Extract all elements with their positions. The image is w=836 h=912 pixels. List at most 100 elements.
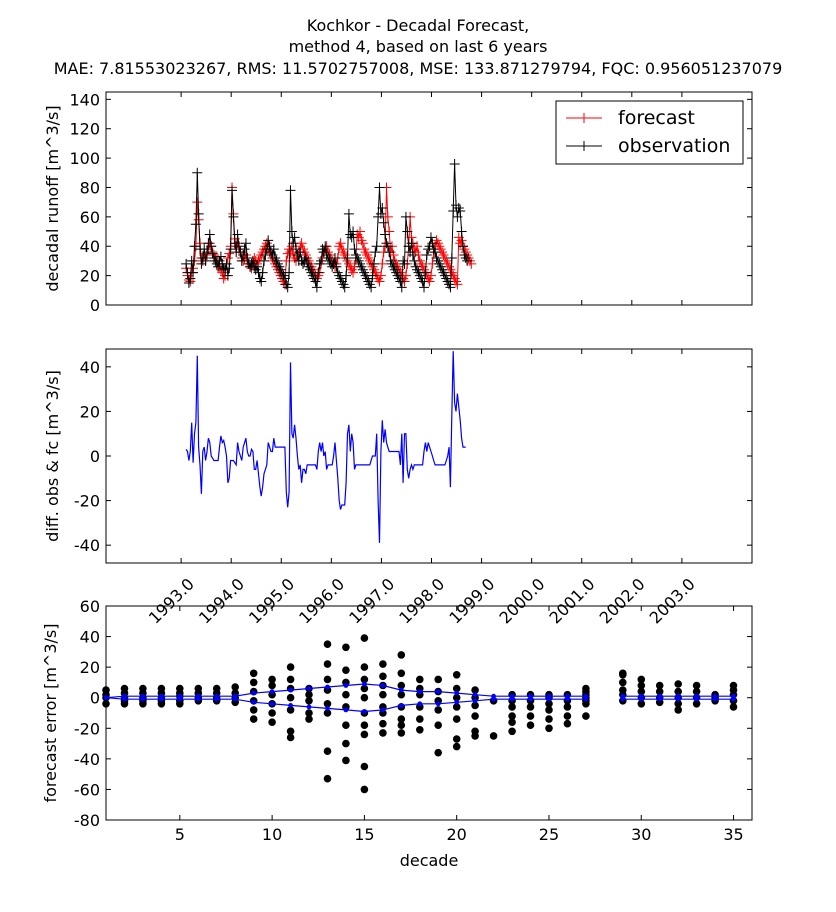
error-point — [305, 697, 313, 705]
error-point — [379, 672, 387, 681]
error-point — [268, 675, 276, 684]
data-point-observation — [240, 238, 251, 249]
lower-band-line-point — [325, 706, 330, 711]
data-point-observation — [196, 258, 207, 269]
data-point-observation — [252, 261, 263, 272]
data-point-observation — [214, 255, 225, 266]
data-point-observation — [215, 251, 226, 262]
error-point — [286, 663, 295, 671]
data-point-observation — [300, 252, 311, 263]
error-point — [471, 686, 479, 694]
data-point-observation — [183, 277, 194, 288]
data-point-observation — [457, 241, 468, 252]
data-point-observation — [352, 252, 363, 263]
data-point-forecast — [412, 241, 423, 252]
data-point-forecast — [416, 258, 427, 269]
data-point-observation — [398, 255, 409, 266]
error-point — [323, 747, 332, 755]
data-point-observation — [389, 264, 400, 275]
data-point-observation — [455, 205, 466, 216]
upper-band-line-point — [251, 690, 257, 696]
y-axis-label: diff. obs & fc [m^3/s] — [43, 370, 62, 542]
error-point — [619, 669, 627, 678]
lower-band-line-point — [509, 696, 515, 702]
upper-band-line-point — [288, 687, 293, 693]
data-point-observation — [339, 282, 350, 293]
data-point-forecast — [348, 267, 359, 278]
error-point — [342, 721, 350, 729]
y-tick-label: 60 — [80, 597, 100, 616]
lower-band-line-point — [620, 696, 626, 702]
error-point — [655, 681, 664, 690]
error-point — [508, 718, 516, 726]
data-point-observation — [438, 267, 449, 278]
x-axis-label: decade — [400, 851, 459, 870]
error-point — [231, 683, 239, 691]
upper-band-line-point — [325, 684, 330, 690]
data-point-observation — [445, 282, 456, 293]
lower-band-line-point — [417, 701, 423, 707]
data-point-forecast — [425, 270, 436, 281]
x-tick-label: 5 — [175, 825, 185, 844]
y-tick-label: -40 — [74, 750, 100, 769]
data-point-observation — [331, 261, 342, 272]
data-point-observation — [396, 282, 407, 293]
data-point-observation — [193, 208, 204, 219]
upper-band-line-point — [362, 681, 367, 687]
lower-band-line-point — [362, 709, 367, 714]
error-point — [674, 706, 682, 714]
error-point — [489, 732, 498, 740]
y-tick-label: 120 — [69, 120, 100, 139]
lower-band-line-point — [380, 707, 386, 713]
y-tick-label: 20 — [80, 658, 100, 677]
error-point — [102, 686, 110, 694]
data-point-observation — [405, 247, 416, 258]
data-point-forecast — [360, 247, 371, 258]
data-point-observation — [302, 258, 313, 269]
data-point-observation — [370, 247, 381, 258]
data-point-observation — [368, 258, 379, 269]
data-point-observation — [374, 182, 385, 193]
chart-title-line-3: MAE: 7.81553023267, RMS: 11.5702757008, … — [53, 59, 783, 78]
error-point — [342, 666, 350, 674]
data-point-observation — [200, 255, 211, 266]
data-point-forecast — [466, 258, 477, 269]
data-point-observation — [428, 244, 439, 255]
error-point — [157, 684, 166, 693]
data-point-forecast — [296, 238, 307, 249]
lower-band-line-point — [472, 698, 478, 704]
lower-band-line-point — [712, 696, 718, 702]
data-point-observation — [388, 261, 399, 272]
upper-band-line-point — [454, 690, 460, 696]
data-point-observation — [414, 270, 425, 281]
data-point-forecast — [338, 247, 349, 258]
lower-band-line-point — [251, 699, 257, 705]
data-point-observation — [224, 263, 235, 274]
y-tick-label: -80 — [74, 811, 100, 830]
error-point — [471, 712, 479, 720]
data-point-observation — [366, 282, 377, 293]
data-point-observation — [275, 264, 286, 275]
data-point-forecast — [456, 235, 467, 246]
data-point-forecast — [373, 273, 384, 284]
data-point-observation — [201, 247, 212, 258]
x-tick-label: 1994.0 — [195, 574, 248, 627]
error-point — [360, 762, 369, 771]
x-tick-label: 10 — [262, 825, 282, 844]
upper-band-line-point — [435, 689, 441, 694]
lower-band-line-point — [232, 696, 238, 702]
lower-band-line-point — [195, 696, 201, 702]
data-point-observation — [320, 241, 331, 252]
data-point-observation — [220, 264, 231, 275]
y-tick-label: 20 — [80, 402, 100, 421]
data-point-observation — [268, 244, 279, 255]
error-point — [563, 719, 572, 728]
data-point-observation — [316, 255, 327, 266]
lower-band-line-point — [177, 696, 183, 702]
x-tick-label: 1999.0 — [445, 574, 498, 627]
error-point — [416, 715, 424, 723]
error-point — [452, 684, 461, 693]
data-point-observation — [311, 282, 322, 293]
error-point — [397, 715, 406, 723]
